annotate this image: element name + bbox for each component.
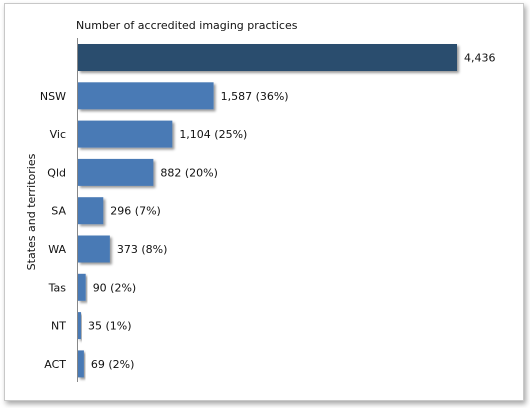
data-label: 296 (7%)	[110, 205, 161, 218]
category-label: WA	[48, 243, 66, 256]
bar-wa	[78, 235, 110, 263]
data-label: 69 (2%)	[91, 358, 135, 371]
bar-sa	[78, 197, 104, 225]
y-axis-title: States and territories	[25, 153, 38, 270]
data-label: 4,436	[464, 52, 496, 65]
bar-nt	[78, 312, 81, 340]
data-label: 1,104 (25%)	[179, 128, 247, 141]
data-label: 1,587 (36%)	[221, 90, 289, 103]
chart-title: Number of accredited imaging practices	[76, 19, 298, 32]
bar-act	[78, 350, 84, 378]
data-label: 882 (20%)	[160, 166, 218, 179]
bar-qld	[78, 158, 154, 186]
category-label: NT	[51, 320, 66, 333]
bar-vic	[78, 120, 173, 148]
category-label: Tas	[48, 281, 67, 294]
bar-nsw	[78, 82, 214, 110]
category-label: NSW	[40, 90, 66, 103]
category-label: SA	[51, 205, 66, 218]
category-label: Vic	[50, 128, 66, 141]
category-label: Qld	[47, 166, 66, 179]
bar-tas	[78, 273, 86, 301]
data-label: 35 (1%)	[88, 320, 132, 333]
data-label: 373 (8%)	[117, 243, 168, 256]
data-label: 90 (2%)	[93, 281, 137, 294]
category-label: ACT	[44, 358, 66, 371]
bar-total	[78, 44, 457, 71]
